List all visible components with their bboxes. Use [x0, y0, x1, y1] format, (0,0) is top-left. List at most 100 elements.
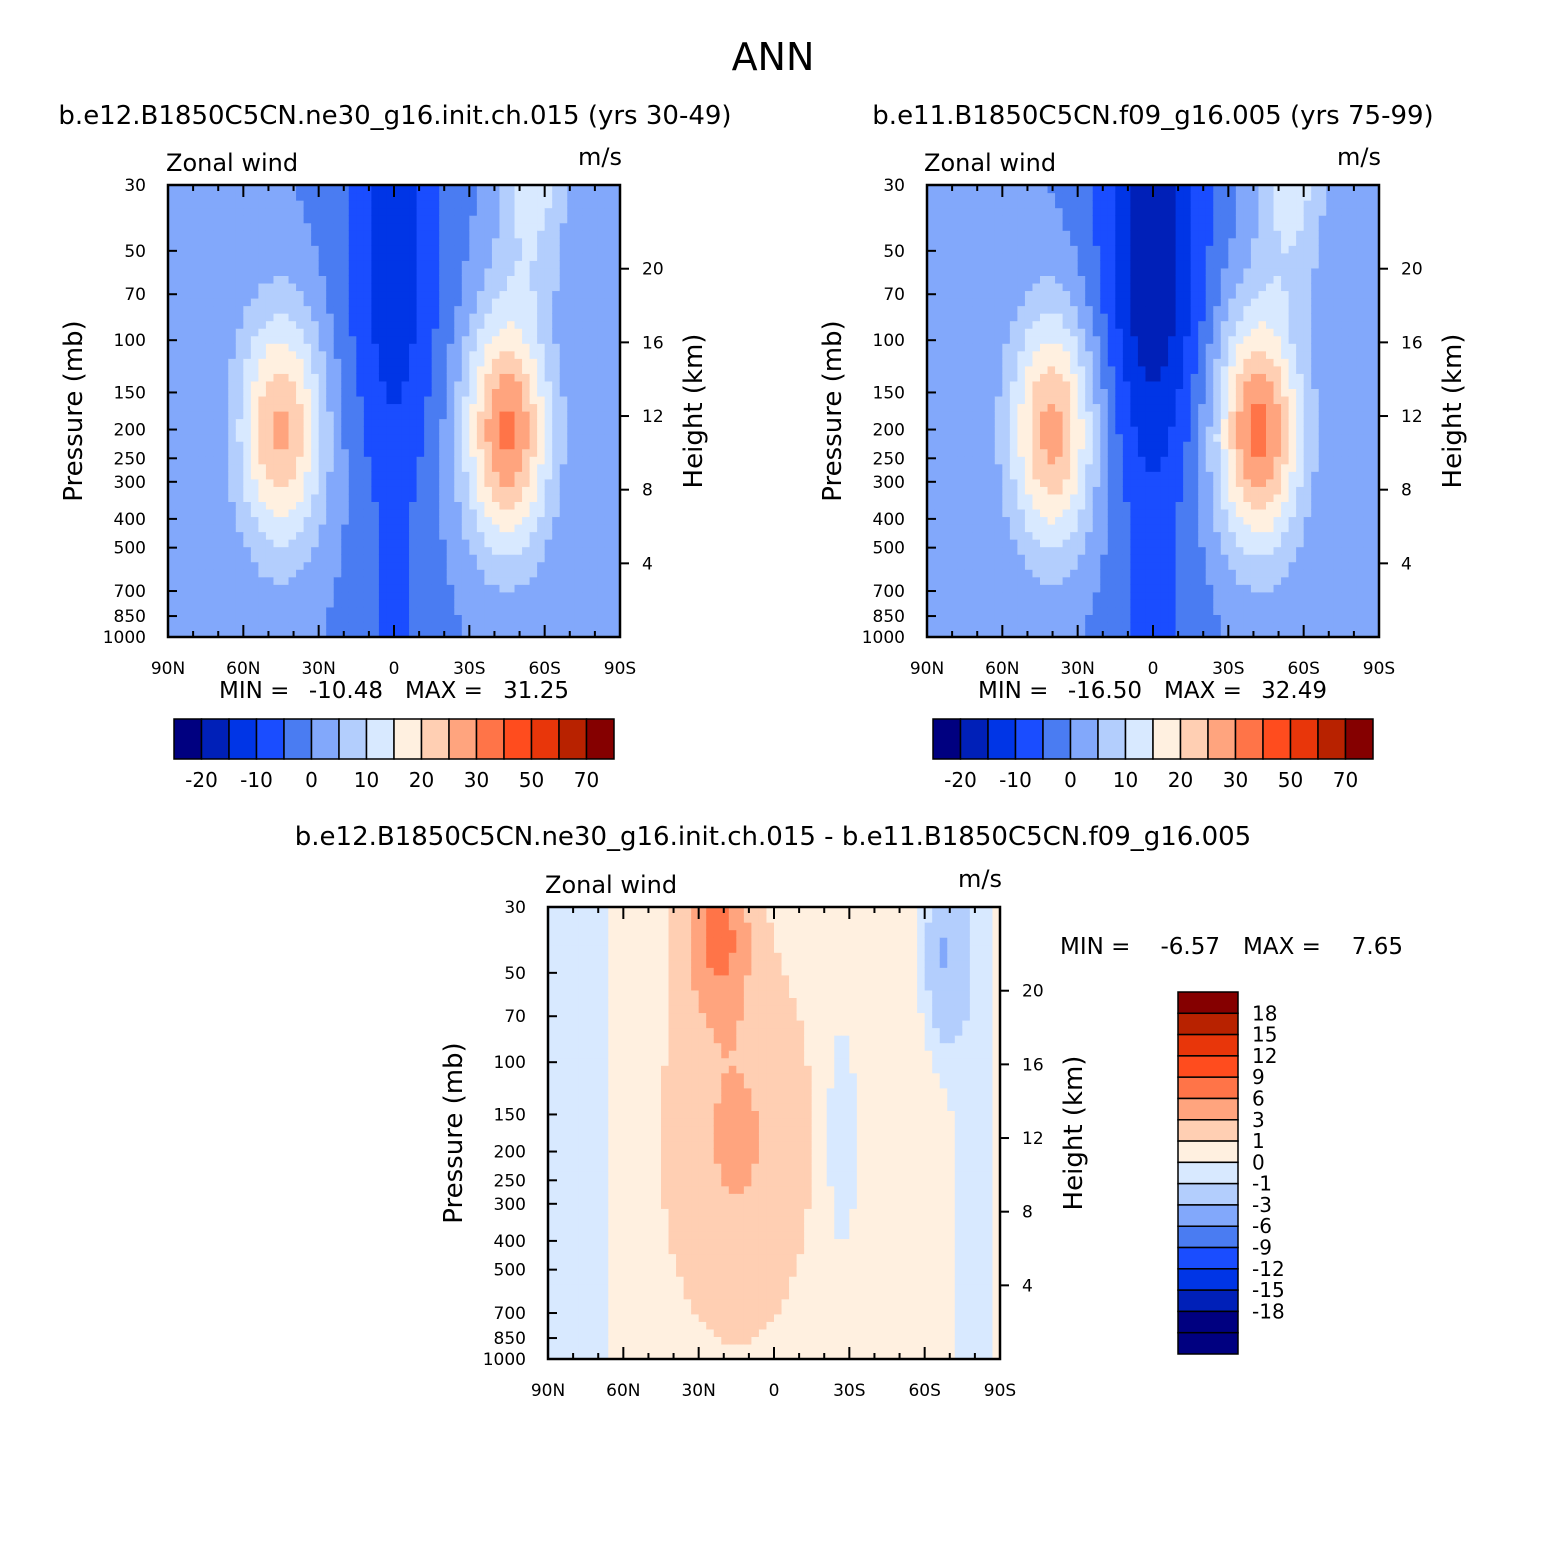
- contour-cell: [552, 463, 561, 472]
- contour-cell: [1017, 441, 1026, 450]
- contour-cell: [318, 275, 327, 284]
- contour-cell: [333, 343, 342, 352]
- contour-cell: [476, 192, 485, 201]
- contour-cell: [552, 230, 561, 239]
- contour-cell: [1047, 418, 1056, 427]
- contour-cell: [341, 380, 350, 389]
- contour-cell: [544, 395, 553, 405]
- contour-cell: [281, 185, 290, 194]
- contour-cell: [288, 320, 297, 329]
- contour-cell: [942, 629, 951, 637]
- contour-cell: [205, 305, 214, 314]
- contour-cell: [333, 200, 342, 209]
- contour-cell: [213, 463, 222, 472]
- contour-cell: [205, 350, 214, 359]
- contour-cell: [476, 584, 485, 593]
- contour-cell: [476, 252, 485, 261]
- contour-cell: [190, 441, 199, 450]
- contour-cell: [281, 245, 290, 254]
- contour-cell: [258, 576, 267, 585]
- contour-cell: [522, 418, 531, 427]
- contour-cell: [604, 418, 614, 427]
- contour-cell: [612, 516, 620, 525]
- contour-cell: [356, 388, 365, 397]
- contour-cell: [363, 245, 372, 254]
- contour-cell: [205, 237, 214, 246]
- contour-cell: [205, 569, 214, 578]
- contour-cell: [333, 516, 342, 525]
- contour-cell: [198, 433, 207, 442]
- contour-cell: [190, 584, 199, 593]
- contour-cell: [386, 516, 395, 525]
- contour-cell: [567, 606, 576, 615]
- contour-cell: [439, 546, 448, 555]
- contour-cell: [1032, 388, 1041, 397]
- contour-cell: [386, 463, 395, 472]
- contour-cell: [190, 621, 199, 631]
- y-tick-label: 500: [114, 539, 146, 559]
- contour-cell: [994, 546, 1003, 555]
- contour-cell: [250, 531, 259, 540]
- contour-cell: [1077, 501, 1086, 510]
- contour-cell: [1002, 426, 1011, 435]
- contour-cell: [957, 486, 966, 495]
- contour-cell: [296, 531, 305, 540]
- contour-cell: [942, 516, 951, 525]
- contour-cell: [957, 373, 966, 382]
- contour-cell: [265, 275, 275, 284]
- contour-cell: [934, 403, 943, 412]
- contour-cell: [927, 433, 936, 442]
- contour-cell: [235, 539, 244, 548]
- contour-cell: [296, 478, 305, 487]
- panel-left-min-value: -10.48: [309, 678, 383, 704]
- contour-cell: [612, 629, 620, 637]
- contour-cell: [190, 252, 199, 261]
- contour-cell: [597, 335, 606, 344]
- contour-cell: [401, 606, 410, 615]
- contour-cell: [597, 252, 606, 261]
- contour-cell: [529, 621, 538, 631]
- contour-cell: [1062, 192, 1071, 201]
- contour-cell: [1032, 614, 1041, 623]
- contour-cell: [499, 192, 508, 201]
- contour-cell: [190, 561, 199, 570]
- contour-cell: [1009, 546, 1018, 555]
- contour-cell: [1085, 569, 1094, 578]
- contour-cell: [1017, 403, 1026, 412]
- contour-cell: [228, 576, 237, 585]
- contour-cell: [356, 591, 365, 600]
- contour-cell: [190, 320, 199, 329]
- contour-cell: [612, 591, 620, 600]
- contour-cell: [514, 433, 523, 442]
- contour-cell: [529, 606, 538, 615]
- contour-cell: [597, 433, 606, 442]
- contour-cell: [604, 358, 614, 367]
- x-tick-label: 0: [389, 659, 400, 679]
- contour-cell: [1017, 448, 1026, 457]
- contour-cell: [386, 260, 395, 269]
- contour-cell: [604, 343, 614, 352]
- contour-cell: [574, 599, 583, 608]
- contour-cell: [582, 606, 591, 615]
- contour-cell: [1002, 215, 1011, 224]
- contour-cell: [979, 478, 988, 487]
- contour-cell: [589, 380, 598, 389]
- contour-cell: [341, 516, 350, 525]
- contour-cell: [281, 282, 290, 292]
- contour-cell: [544, 629, 553, 637]
- contour-cell: [1055, 441, 1064, 450]
- contour-cell: [416, 298, 425, 307]
- contour-cell: [979, 569, 988, 578]
- contour-cell: [1017, 245, 1026, 254]
- contour-cell: [522, 524, 531, 533]
- contour-cell: [461, 245, 470, 254]
- contour-cell: [964, 320, 973, 329]
- contour-cell: [348, 282, 357, 292]
- contour-cell: [957, 207, 966, 216]
- contour-cell: [604, 305, 614, 314]
- contour-cell: [318, 222, 327, 231]
- contour-cell: [378, 290, 388, 299]
- contour-cell: [386, 433, 395, 442]
- contour-cell: [341, 230, 350, 239]
- contour-cell: [491, 576, 501, 585]
